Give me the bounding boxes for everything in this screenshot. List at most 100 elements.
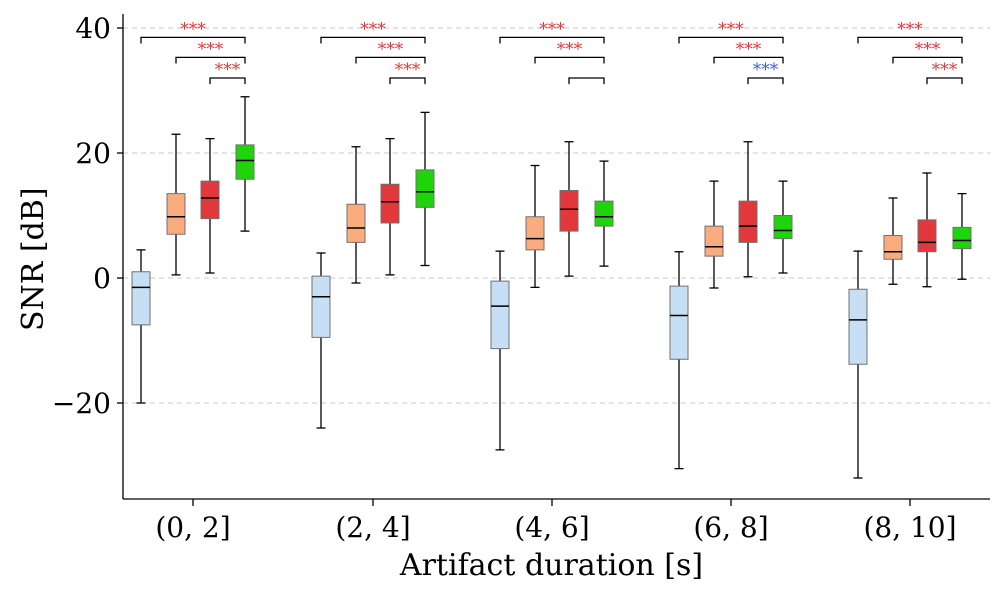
bracket-line — [140, 36, 246, 44]
significance-bracket: *** — [926, 60, 963, 85]
significance-label: *** — [932, 60, 958, 80]
iqr-box — [594, 200, 614, 227]
box-method-4-3 — [773, 180, 793, 274]
bracket-line — [713, 56, 784, 64]
significance-layer: ****************************************… — [140, 19, 963, 85]
significance-bracket: *** — [892, 39, 963, 64]
significance-bracket: *** — [713, 39, 784, 64]
significance-bracket: *** — [355, 39, 426, 64]
significance-bracket: *** — [389, 60, 426, 85]
significance-label: *** — [753, 60, 779, 80]
box-method-2-3 — [704, 180, 724, 289]
iqr-box — [917, 219, 937, 253]
x-tick-label: (4, 6] — [514, 511, 589, 544]
significance-bracket: *** — [747, 60, 784, 85]
box-method-4-2 — [594, 160, 614, 267]
significance-bracket: *** — [209, 60, 246, 85]
box-method-4-0 — [235, 96, 255, 232]
y-axis-title: SNR [dB] — [16, 187, 51, 331]
y-tick-label: 20 — [75, 137, 111, 170]
significance-label: *** — [360, 19, 386, 39]
significance-label: *** — [557, 39, 583, 59]
bracket-line — [747, 77, 784, 85]
iqr-box — [559, 190, 579, 232]
iqr-box — [200, 180, 220, 220]
box-method-1-0 — [131, 249, 151, 404]
x-axis-title: Artifact duration [s] — [399, 548, 703, 583]
bracket-line — [926, 77, 963, 85]
box-method-3-2 — [559, 141, 579, 277]
iqr-box — [346, 203, 366, 243]
box-method-1-1 — [311, 252, 331, 429]
bracket-line — [175, 56, 246, 64]
iqr-box — [883, 235, 903, 260]
significance-label: *** — [378, 39, 404, 59]
significance-label: *** — [215, 60, 241, 80]
iqr-box — [525, 216, 545, 251]
box-method-2-2 — [525, 164, 545, 289]
significance-label: *** — [718, 19, 744, 39]
grid-lines — [123, 27, 990, 404]
iqr-box — [669, 285, 689, 360]
bracket-line — [678, 36, 784, 44]
significance-label: *** — [915, 39, 941, 59]
box-method-2-4 — [883, 197, 903, 285]
box-method-3-1 — [380, 137, 400, 276]
y-tick-label: 40 — [75, 12, 111, 45]
box-method-3-4 — [917, 172, 937, 288]
bracket-line — [857, 36, 963, 44]
y-tick-label: −20 — [52, 387, 111, 420]
significance-bracket: *** — [678, 19, 784, 44]
x-tick-label: (2, 4] — [335, 511, 410, 544]
boxes-layer — [131, 96, 972, 479]
iqr-box — [166, 193, 186, 235]
significance-bracket — [568, 77, 605, 85]
significance-bracket: *** — [534, 39, 605, 64]
iqr-box — [235, 144, 255, 180]
box-method-2-1 — [346, 146, 366, 284]
iqr-box — [952, 226, 972, 250]
iqr-box — [848, 288, 868, 365]
significance-label: *** — [198, 39, 224, 59]
box-method-3-0 — [200, 137, 220, 274]
iqr-box — [773, 215, 793, 240]
significance-label: *** — [180, 19, 206, 39]
iqr-box — [131, 271, 151, 326]
bracket-line — [568, 77, 605, 85]
iqr-box — [490, 280, 510, 350]
box-method-1-3 — [669, 251, 689, 470]
x-tick-label: (0, 2] — [155, 511, 230, 544]
box-method-4-1 — [415, 111, 435, 267]
bracket-line — [534, 56, 605, 64]
bracket-line — [355, 56, 426, 64]
significance-bracket: *** — [320, 19, 426, 44]
bracket-line — [209, 77, 246, 85]
box-method-1-2 — [490, 250, 510, 451]
iqr-box — [704, 225, 724, 257]
box-method-4-4 — [952, 192, 972, 280]
box-method-2-0 — [166, 133, 186, 276]
ticks-layer: −20 0 20 40 (0, 2] (2, 4] (4, 6] (6, 8] (8, 10] — [52, 12, 957, 544]
significance-bracket: *** — [140, 19, 246, 44]
iqr-box — [415, 169, 435, 208]
y-tick-label: 0 — [93, 262, 111, 295]
bracket-line — [320, 36, 426, 44]
iqr-box — [380, 183, 400, 224]
significance-label: *** — [736, 39, 762, 59]
significance-bracket: *** — [857, 19, 963, 44]
significance-bracket: *** — [175, 39, 246, 64]
significance-bracket: *** — [499, 19, 605, 44]
significance-label: *** — [539, 19, 565, 39]
iqr-box — [311, 275, 331, 338]
bracket-line — [499, 36, 605, 44]
box-method-1-4 — [848, 250, 868, 479]
significance-label: *** — [395, 60, 421, 80]
bracket-line — [892, 56, 963, 64]
bracket-line — [389, 77, 426, 85]
box-method-3-3 — [738, 141, 758, 278]
x-tick-label: (8, 10] — [863, 511, 956, 544]
x-tick-label: (6, 8] — [693, 511, 768, 544]
significance-label: *** — [897, 19, 923, 39]
axes — [122, 14, 990, 500]
